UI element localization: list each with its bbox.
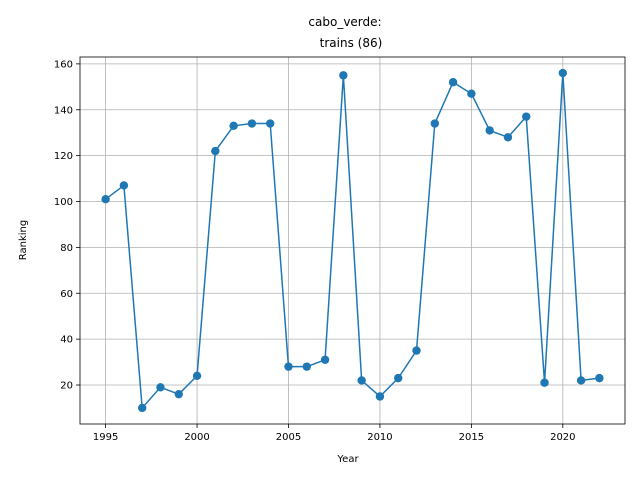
data-point	[339, 71, 348, 80]
data-point	[576, 376, 586, 385]
data-point	[394, 373, 403, 383]
data-point	[558, 68, 568, 78]
x-tick-label: 2010	[367, 432, 392, 443]
x-tick-label: 2015	[459, 432, 484, 443]
data-point	[174, 389, 183, 399]
data-point	[522, 112, 531, 121]
data-point	[320, 355, 330, 364]
x-tick-label: 2020	[550, 432, 575, 443]
data-point	[430, 119, 439, 128]
ticks: 1995 2000 2005 2010 2015 20202040608010012014…	[54, 59, 576, 443]
data-point	[137, 403, 147, 413]
y-tick-label: 40	[60, 335, 73, 346]
data-point	[284, 362, 293, 371]
data-point	[540, 378, 549, 387]
data-point	[156, 383, 165, 392]
data-point	[211, 146, 220, 156]
y-tick-label: 60	[60, 289, 73, 300]
y-tick-label: 80	[60, 243, 73, 254]
data-point	[485, 126, 494, 135]
data-point	[375, 392, 385, 401]
data-point	[595, 373, 604, 383]
y-tick-label: 100	[54, 197, 73, 208]
data-point	[302, 362, 311, 371]
series-layer	[101, 68, 604, 413]
data-point	[357, 376, 366, 385]
y-tick-label: 120	[54, 151, 73, 162]
y-axis-label: Ranking	[18, 220, 29, 260]
data-point	[503, 133, 513, 142]
y-tick-label: 140	[54, 105, 73, 116]
x-axis-label: Year	[336, 454, 359, 465]
data-point	[448, 78, 458, 87]
y-tick-label: 160	[54, 59, 73, 70]
x-tick-label: 2000	[184, 432, 209, 443]
data-point	[229, 121, 238, 131]
grid	[80, 57, 625, 424]
data-point	[412, 346, 421, 355]
y-tick-label: 20	[60, 381, 73, 392]
chart-title-line-2: trains (86)	[320, 36, 383, 50]
data-point	[266, 119, 275, 128]
data-point	[119, 181, 129, 190]
data-point	[467, 89, 476, 98]
series-line	[105, 72, 600, 409]
data-point	[192, 371, 202, 381]
data-point	[247, 119, 257, 128]
plot-frame	[79, 56, 626, 425]
x-tick-label: 1995	[93, 432, 118, 443]
data-point	[101, 195, 110, 204]
chart-title-line-1: cabo_verde:	[308, 15, 381, 29]
x-tick-label: 2005	[276, 432, 301, 443]
